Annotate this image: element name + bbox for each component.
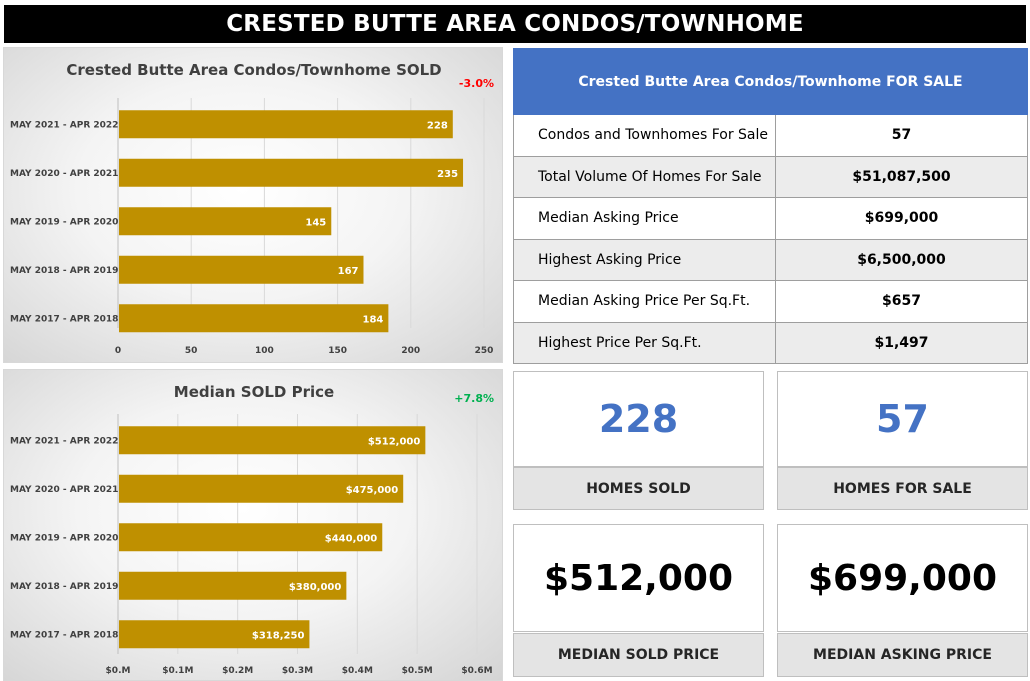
sold-count-tick-label: 200 (401, 346, 420, 356)
homes-for-sale-value: 57 (777, 371, 1028, 467)
sold-count-chart-svg: Crested Butte Area Condos/Townhome SOLD -… (10, 61, 494, 356)
table-row-label: Condos and Townhomes For Sale (513, 114, 776, 157)
sold-count-category-label: MAY 2018 - APR 2019 (10, 266, 118, 276)
median-asking-price-value: $699,000 (777, 524, 1028, 632)
median-sold-price-value: $512,000 (513, 524, 764, 632)
sold-count-chart: Crested Butte Area Condos/Townhome SOLD -… (3, 47, 503, 363)
median-price-bar (119, 474, 404, 503)
median-price-category-label: MAY 2021 - APR 2022 (10, 436, 118, 446)
median-sold-price-chart: Median SOLD Price +7.8% $512,000 MAY 2021 -… (3, 369, 503, 681)
sold-count-change-badge: -3.0% (459, 77, 494, 90)
median-price-bar (119, 620, 310, 649)
sold-count-data-label: 184 (363, 314, 384, 325)
homes-sold-value: 228 (513, 371, 764, 467)
table-row-label: Median Asking Price (513, 197, 776, 240)
median-price-data-label: $475,000 (346, 485, 399, 496)
sold-count-data-label: 228 (427, 120, 448, 131)
median-price-tick-label: $0.1M (162, 666, 193, 676)
median-price-bar (119, 426, 426, 455)
sold-count-bar (119, 207, 332, 236)
median-price-tick-label: $0.3M (282, 666, 313, 676)
table-row-label: Highest Asking Price (513, 238, 776, 281)
sold-count-tick-label: 100 (255, 346, 274, 356)
median-price-category-label: MAY 2017 - APR 2018 (10, 630, 118, 640)
table-row-value: $51,087,500 (775, 155, 1028, 198)
median-sold-price-label: MEDIAN SOLD PRICE (513, 633, 764, 677)
median-price-tick-label: $0.5M (402, 666, 433, 676)
sold-count-tick-label: 0 (115, 346, 121, 356)
median-price-category-label: MAY 2020 - APR 2021 (10, 485, 118, 495)
sold-count-data-label: 235 (437, 169, 458, 180)
median-price-bar (119, 523, 383, 552)
median-price-bar (119, 571, 347, 600)
sold-count-bar (119, 255, 364, 284)
median-price-tick-label: $0.6M (461, 666, 492, 676)
median-asking-price-label: MEDIAN ASKING PRICE (777, 633, 1028, 677)
sold-count-tick-label: 50 (185, 346, 198, 356)
sold-count-category-label: MAY 2017 - APR 2018 (10, 314, 118, 324)
table-row-value: $6,500,000 (775, 238, 1028, 281)
median-price-chart-title: Median SOLD Price (174, 383, 334, 401)
sold-count-bar (119, 304, 389, 333)
median-price-tick-label: $0.2M (222, 666, 253, 676)
homes-sold-label: HOMES SOLD (513, 467, 764, 510)
sold-count-chart-title: Crested Butte Area Condos/Townhome SOLD (66, 61, 441, 79)
table-row-label: Total Volume Of Homes For Sale (513, 155, 776, 198)
table-row-label: Highest Price Per Sq.Ft. (513, 321, 776, 364)
sold-count-category-label: MAY 2020 - APR 2021 (10, 169, 118, 179)
sold-count-data-label: 167 (338, 266, 359, 277)
for-sale-table-header: Crested Butte Area Condos/Townhome FOR S… (513, 48, 1028, 115)
median-price-category-label: MAY 2019 - APR 2020 (10, 533, 118, 543)
median-price-data-label: $512,000 (368, 436, 421, 447)
table-row-value: $657 (775, 280, 1028, 323)
median-price-category-label: MAY 2018 - APR 2019 (10, 582, 118, 592)
median-price-data-label: $380,000 (289, 582, 342, 593)
median-price-tick-label: $0.4M (342, 666, 373, 676)
median-price-tick-label: $0.M (106, 666, 131, 676)
sold-count-data-label: 145 (305, 217, 326, 228)
table-row-value: $1,497 (775, 321, 1028, 364)
homes-for-sale-label: HOMES FOR SALE (777, 467, 1028, 510)
sold-count-category-label: MAY 2019 - APR 2020 (10, 217, 118, 227)
sold-count-category-label: MAY 2021 - APR 2022 (10, 120, 118, 130)
median-price-change-badge: +7.8% (454, 392, 494, 405)
median-price-data-label: $318,250 (252, 630, 305, 641)
table-row-value: $699,000 (775, 197, 1028, 240)
median-price-data-label: $440,000 (325, 533, 378, 544)
sold-count-bar (119, 110, 453, 139)
table-row-label: Median Asking Price Per Sq.Ft. (513, 280, 776, 323)
page-title: CRESTED BUTTE AREA CONDOS/TOWNHOME (4, 5, 1026, 43)
median-sold-price-chart-svg: Median SOLD Price +7.8% $512,000 MAY 2021 -… (10, 383, 494, 676)
sold-count-bar (119, 158, 464, 187)
sold-count-tick-label: 250 (475, 346, 494, 356)
for-sale-table: Crested Butte Area Condos/Townhome FOR S… (513, 48, 1028, 364)
sold-count-tick-label: 150 (328, 346, 347, 356)
table-row-value: 57 (775, 114, 1028, 157)
